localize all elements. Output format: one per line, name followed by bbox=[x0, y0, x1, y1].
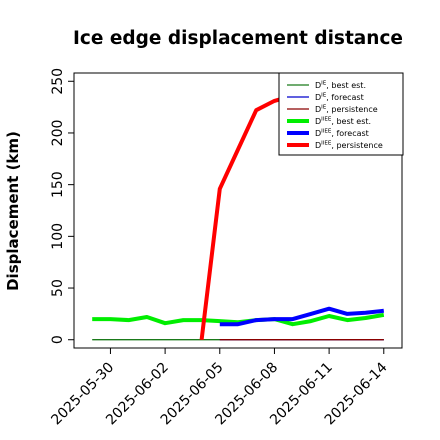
series-line-4 bbox=[219, 306, 385, 327]
legend: DIE, best est. DIE, forecast DIE, persiste… bbox=[278, 72, 404, 156]
y-tick-label: 50 bbox=[50, 279, 66, 297]
legend-label: DIIEE, forecast bbox=[315, 129, 369, 139]
y-tick-label: 0 bbox=[50, 335, 66, 344]
y-tick-label: 100 bbox=[50, 223, 66, 250]
y-axis-label: Displacement (km) bbox=[4, 131, 22, 291]
legend-label: DIIEE, best est. bbox=[315, 117, 371, 127]
x-axis: 2025-05-302025-06-022025-06-052025-06-08… bbox=[48, 348, 391, 428]
y-axis: 0 50 100 150 200 250 bbox=[50, 68, 74, 344]
legend-label: DIE, best est. bbox=[315, 81, 366, 91]
y-tick-label: 150 bbox=[50, 171, 66, 198]
legend-label: DIIEE, persistence bbox=[315, 141, 383, 151]
chart-title: Ice edge displacement distance bbox=[73, 28, 403, 49]
legend-box bbox=[278, 72, 404, 156]
y-tick-label: 200 bbox=[50, 120, 66, 147]
plot-area bbox=[73, 72, 403, 349]
plot-frame bbox=[73, 72, 403, 349]
y-tick-label: 250 bbox=[50, 68, 66, 95]
legend-label: DIE, persistence bbox=[315, 105, 378, 115]
legend-label: DIE, forecast bbox=[315, 93, 364, 103]
